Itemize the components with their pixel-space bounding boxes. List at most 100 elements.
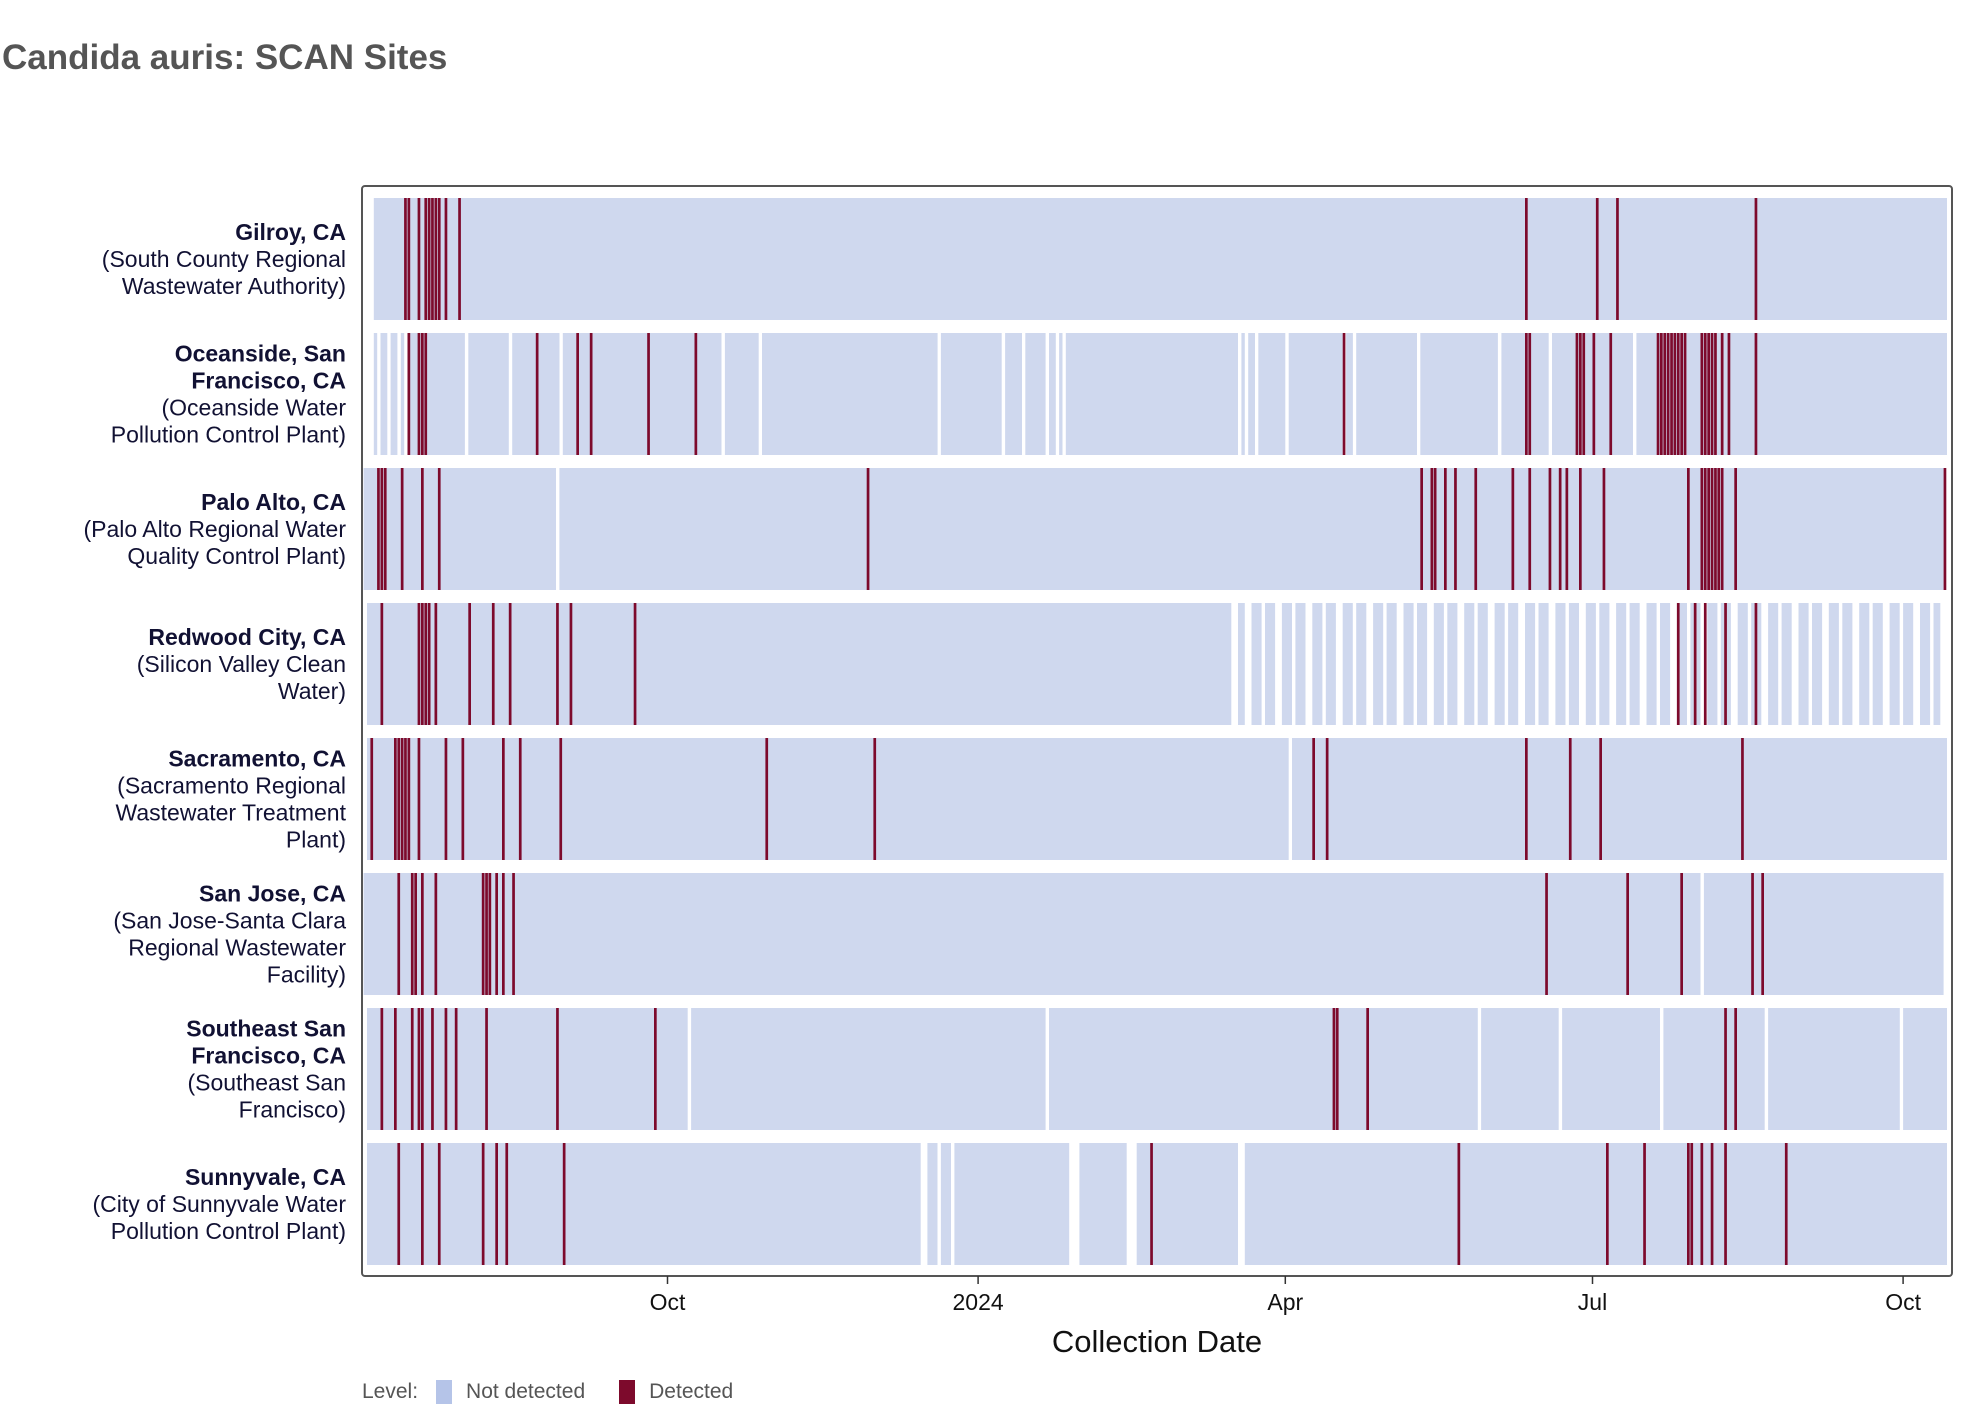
site-name-label: Sacramento, CA	[168, 746, 346, 772]
not-detected-segment	[1079, 1143, 1127, 1265]
detected-mark	[1568, 738, 1572, 860]
not-detected-segment	[1646, 603, 1657, 725]
not-detected-segment	[1281, 603, 1292, 725]
detected-mark	[694, 333, 698, 455]
detected-mark	[437, 198, 441, 320]
not-detected-segment	[373, 198, 1947, 320]
not-detected-segment	[724, 333, 759, 455]
not-detected-segment	[407, 333, 465, 455]
detected-mark	[556, 603, 559, 725]
detected-mark	[485, 1008, 488, 1130]
detected-mark	[427, 603, 431, 725]
not-detected-segment	[1059, 333, 1063, 455]
detected-mark	[1693, 603, 1697, 725]
not-detected-segment	[1065, 333, 1238, 455]
detected-mark	[1670, 333, 1673, 455]
detected-mark	[1656, 333, 1660, 455]
detected-mark	[1700, 468, 1704, 590]
not-detected-segment	[691, 1008, 1046, 1130]
not-detected-segment	[1373, 603, 1384, 725]
detected-mark	[437, 468, 441, 590]
site-detail-label: (Sacramento Regional	[117, 773, 346, 799]
legend-label-detected: Detected	[649, 1380, 734, 1403]
detected-mark	[1592, 333, 1596, 455]
detected-mark	[1754, 333, 1758, 455]
not-detected-segment	[1562, 1008, 1660, 1130]
detected-mark	[394, 738, 397, 860]
legend-title: Level:	[362, 1380, 419, 1403]
site-detail-label: Plant)	[286, 827, 346, 853]
site-detail-label: Pollution Control Plant)	[111, 1218, 346, 1244]
detected-mark	[383, 468, 387, 590]
detected-mark	[866, 468, 870, 590]
detected-mark	[1710, 468, 1714, 590]
site-name-label: Francisco, CA	[191, 1043, 346, 1069]
not-detected-segment	[1525, 603, 1536, 725]
not-detected-segment	[1538, 603, 1549, 725]
detected-mark	[1700, 333, 1704, 455]
not-detected-segment	[1481, 1008, 1559, 1130]
site-detail-label: (San Jose-Santa Clara	[113, 908, 346, 934]
detected-mark	[1676, 603, 1680, 725]
site-detail-label: Wastewater Authority)	[122, 273, 346, 299]
not-detected-segment	[1872, 603, 1883, 725]
legend-swatch-not-detected	[436, 1380, 453, 1404]
not-detected-segment	[1325, 603, 1336, 725]
detected-mark	[421, 1008, 424, 1130]
site-name-label: Sunnyvale, CA	[185, 1164, 346, 1190]
not-detected-segment	[940, 1143, 951, 1265]
detected-mark	[421, 468, 424, 590]
not-detected-segment	[1616, 603, 1627, 725]
site-name-label: Oceanside, San	[175, 341, 346, 367]
not-detected-segment	[1676, 603, 1687, 725]
detected-mark	[654, 1008, 657, 1130]
detected-mark	[1666, 333, 1670, 455]
detected-mark	[1150, 1143, 1153, 1265]
not-detected-segment	[380, 333, 388, 455]
not-detected-segment	[762, 333, 938, 455]
detected-mark	[1683, 333, 1687, 455]
detected-mark	[505, 1143, 509, 1265]
detected-mark	[512, 873, 515, 995]
detected-mark	[1690, 1143, 1694, 1265]
detected-mark	[421, 1143, 424, 1265]
detected-mark	[424, 603, 428, 725]
not-detected-segment	[1768, 603, 1779, 725]
detected-mark	[1734, 1008, 1737, 1130]
detected-mark	[407, 333, 411, 455]
site-row	[367, 603, 1941, 725]
detected-mark	[481, 1143, 485, 1265]
detected-mark	[424, 198, 428, 320]
detected-mark	[1761, 873, 1764, 995]
detected-mark	[404, 738, 407, 860]
detected-mark	[1528, 468, 1532, 590]
detected-mark	[421, 333, 424, 455]
not-detected-segment	[1798, 603, 1809, 725]
not-detected-segment	[367, 873, 1701, 995]
not-detected-segment	[954, 1143, 1070, 1265]
detected-mark	[1720, 333, 1724, 455]
not-detected-segment	[1599, 603, 1610, 725]
x-tick-label: Oct	[1885, 1289, 1921, 1315]
detected-mark	[1663, 333, 1667, 455]
detected-mark	[400, 468, 404, 590]
not-detected-segment	[1703, 873, 1944, 995]
not-detected-segment	[363, 873, 367, 995]
detected-mark	[1325, 738, 1329, 860]
detected-mark	[1703, 468, 1707, 590]
site-detail-label: Francisco)	[239, 1097, 346, 1123]
detected-mark	[569, 603, 573, 725]
detected-mark	[1643, 1143, 1646, 1265]
not-detected-segment	[1417, 603, 1428, 725]
not-detected-segment	[400, 333, 405, 455]
detected-mark	[1342, 333, 1346, 455]
not-detected-segment	[367, 738, 1289, 860]
not-detected-segment	[1356, 603, 1367, 725]
site-name-label: Southeast San	[186, 1016, 346, 1042]
detected-mark	[556, 1008, 559, 1130]
detected-mark	[633, 603, 637, 725]
not-detected-segment	[1346, 333, 1353, 455]
not-detected-segment	[1663, 1008, 1765, 1130]
not-detected-segment	[1494, 603, 1505, 725]
